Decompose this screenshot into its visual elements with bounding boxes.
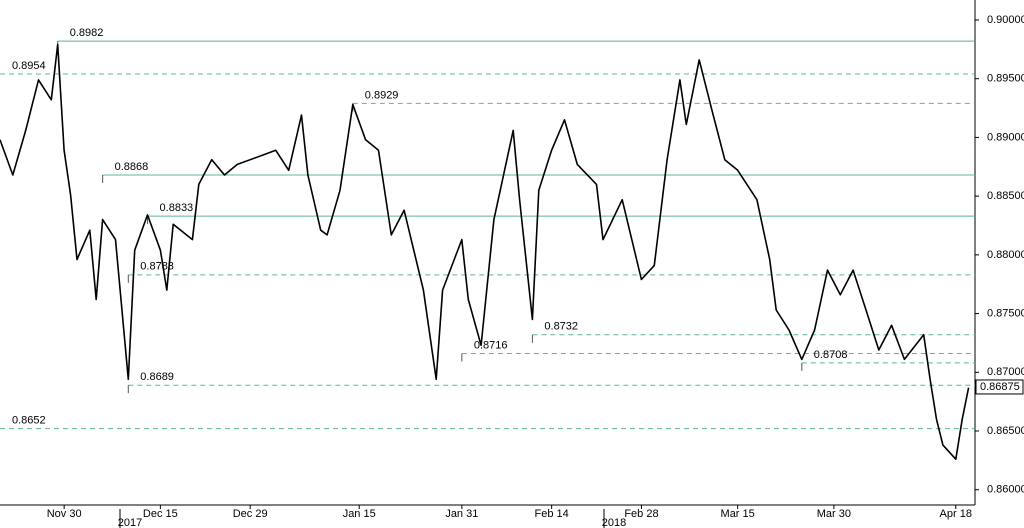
y-tick-label: 0.88000 xyxy=(987,249,1024,261)
x-tick-label: Jan 15 xyxy=(343,508,376,520)
x-tick-label: Dec 29 xyxy=(233,508,268,520)
level-label: 0.8652 xyxy=(12,415,46,427)
y-tick-label: 0.88500 xyxy=(987,190,1024,202)
x-tick-label: Feb 14 xyxy=(535,508,569,520)
y-tick-label: 0.86000 xyxy=(987,484,1024,496)
y-tick-label: 0.89000 xyxy=(987,131,1024,143)
y-tick-label: 0.86500 xyxy=(987,425,1024,437)
level-label: 0.8783 xyxy=(140,261,174,273)
price-line xyxy=(0,43,970,460)
year-label: 2017 xyxy=(118,517,142,528)
level-label: 0.8982 xyxy=(70,27,104,39)
year-label: 2018 xyxy=(602,517,626,528)
level-label: 0.8689 xyxy=(140,371,174,383)
level-label: 0.8833 xyxy=(160,202,194,214)
last-price-label: 0.86875 xyxy=(980,381,1020,393)
x-tick-label: Jan 31 xyxy=(445,508,478,520)
level-label: 0.8868 xyxy=(115,161,149,173)
x-tick-label: Nov 30 xyxy=(47,508,82,520)
y-tick-label: 0.87500 xyxy=(987,307,1024,319)
level-label: 0.8716 xyxy=(474,339,508,351)
y-tick-label: 0.87000 xyxy=(987,366,1024,378)
level-label: 0.8732 xyxy=(544,321,578,333)
y-tick-label: 0.90000 xyxy=(987,14,1024,26)
x-tick-label: Mar 15 xyxy=(721,508,755,520)
x-tick-label: Apr 18 xyxy=(940,508,972,520)
y-tick-label: 0.89500 xyxy=(987,73,1024,85)
x-tick-label: Dec 15 xyxy=(143,508,178,520)
level-label: 0.8929 xyxy=(365,89,399,101)
level-label: 0.8708 xyxy=(814,349,848,361)
level-label: 0.8954 xyxy=(12,60,46,72)
last-price-box xyxy=(975,379,1024,395)
x-tick-label: Mar 30 xyxy=(817,508,851,520)
x-tick-label: Feb 28 xyxy=(624,508,658,520)
